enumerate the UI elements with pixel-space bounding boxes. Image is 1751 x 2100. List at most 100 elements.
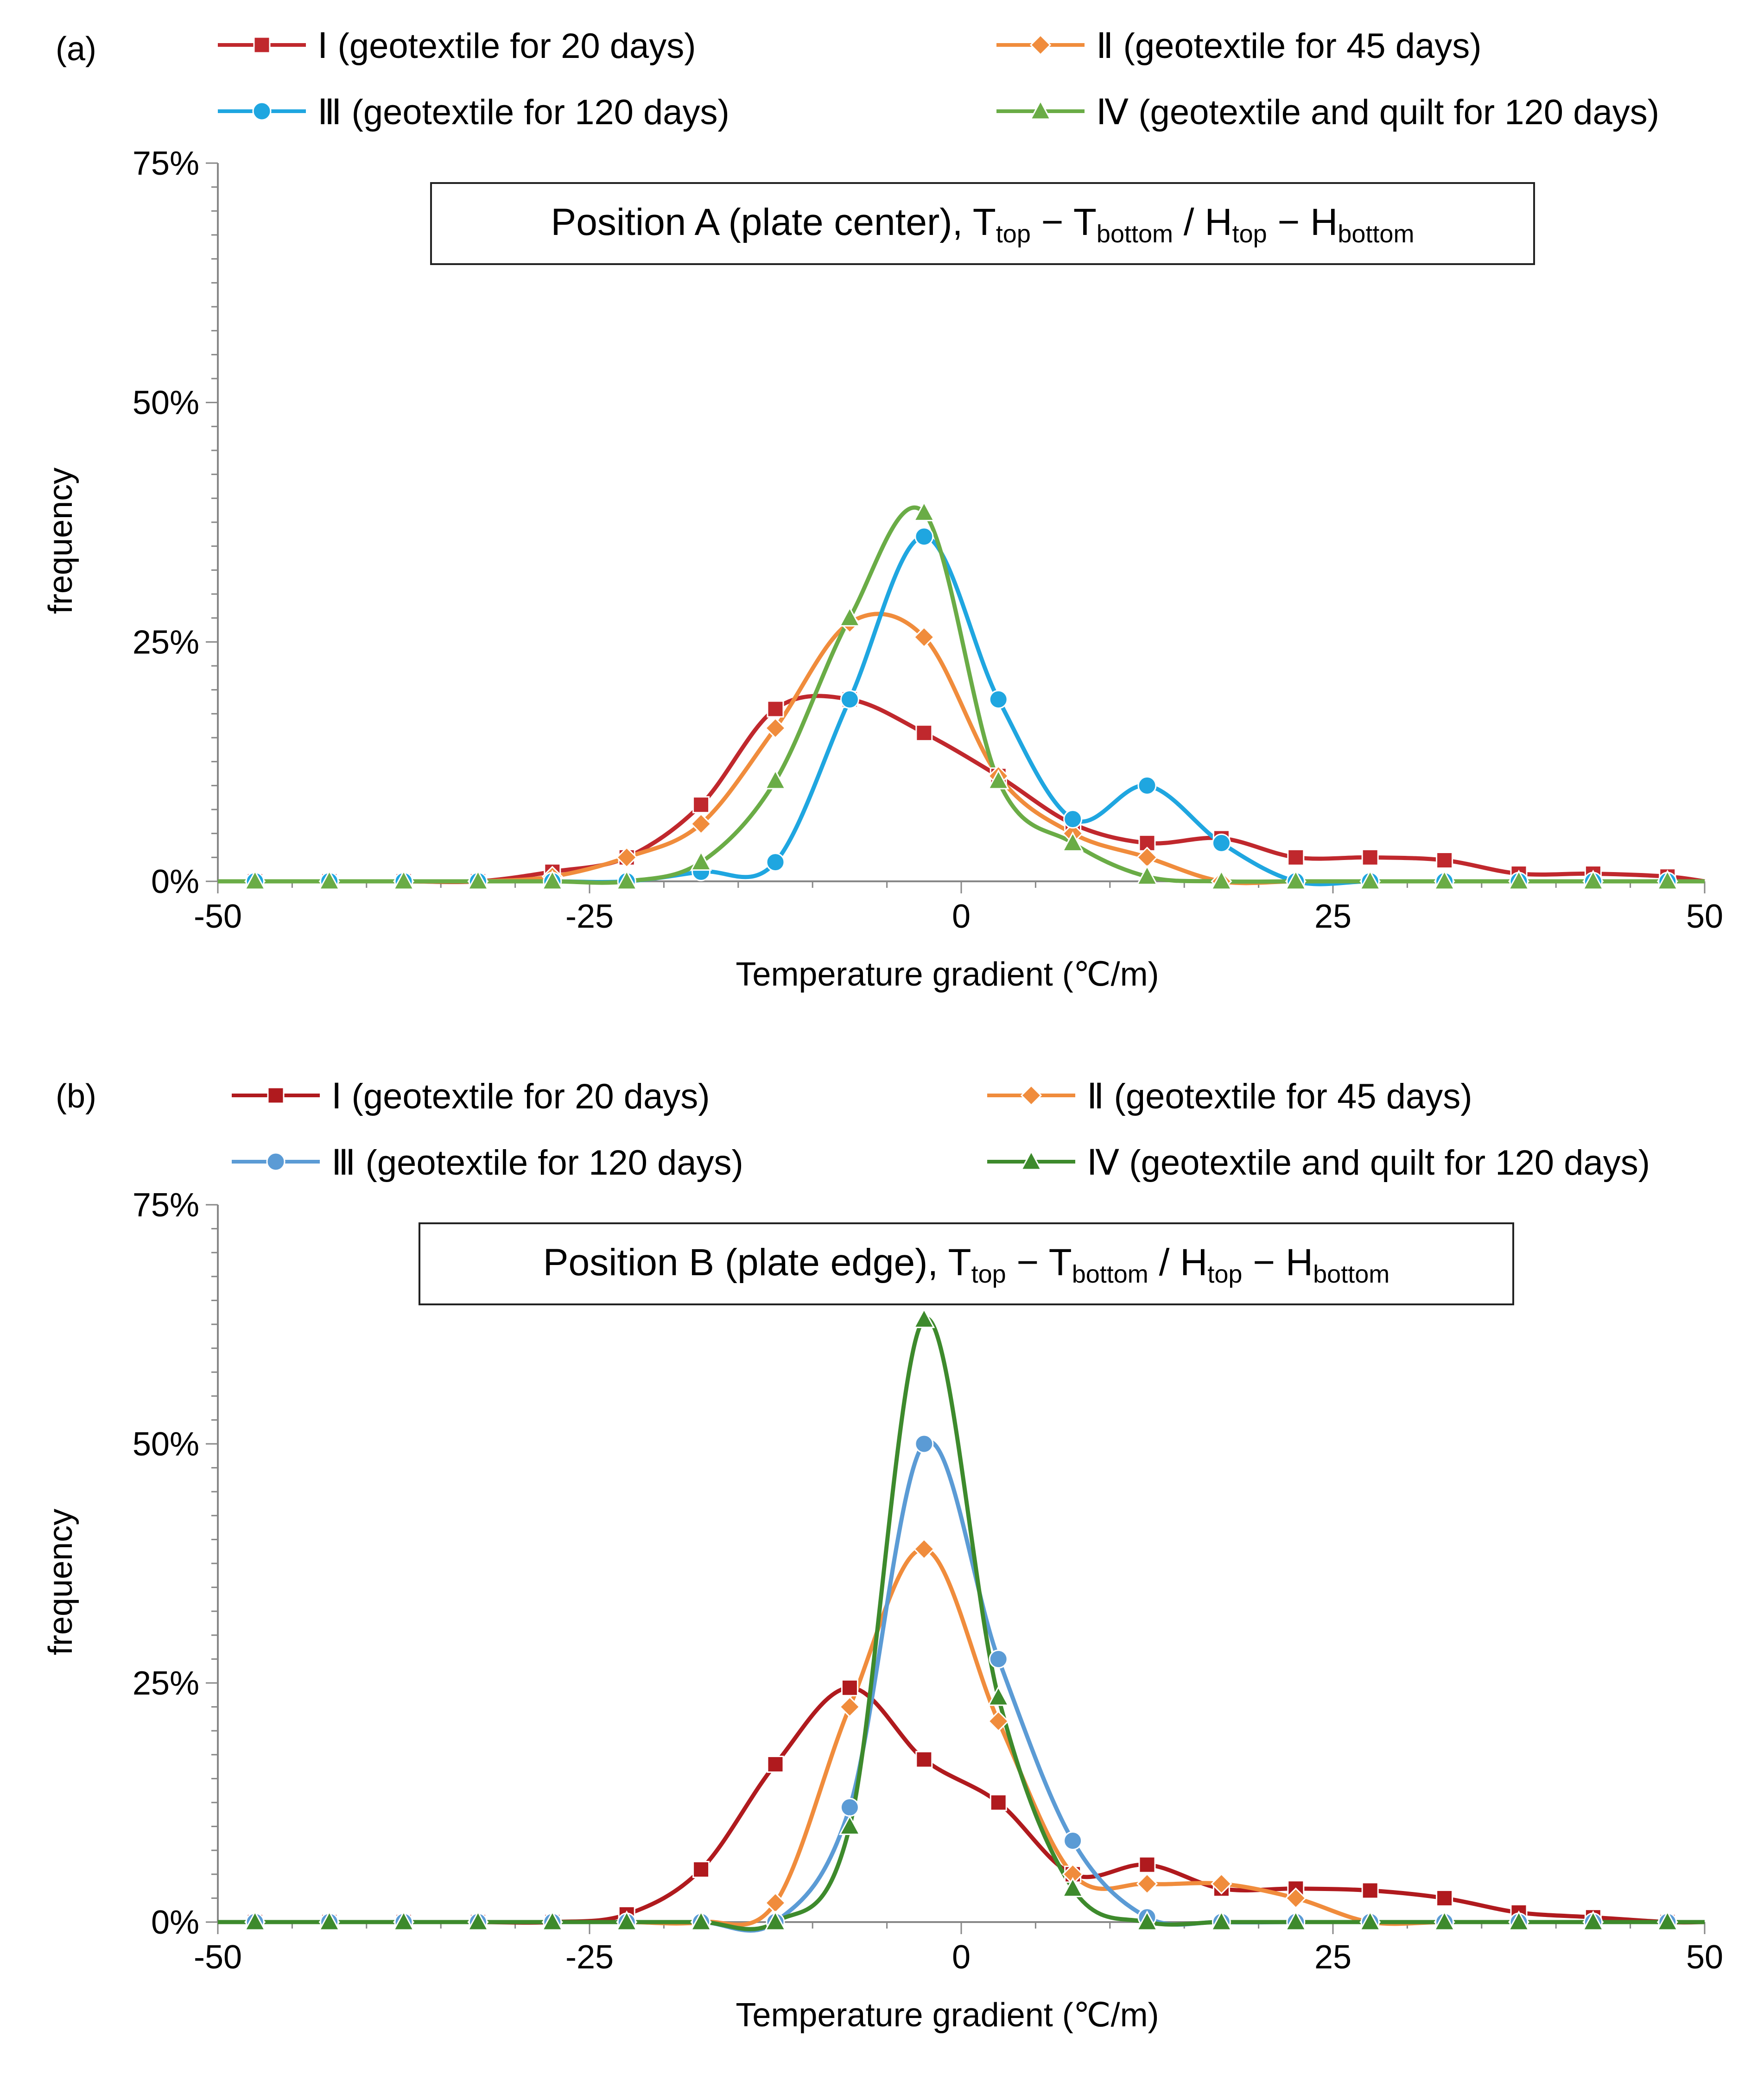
chart-title-part: / H	[1148, 1241, 1208, 1284]
data-point	[1287, 848, 1305, 866]
data-point	[913, 1538, 935, 1560]
chart-panel-a: (a) Ⅰ (geotextile for 20 days) Ⅱ (geotexti…	[42, 26, 1723, 993]
data-point	[1285, 1887, 1307, 1909]
chart-title-part: − T	[1031, 201, 1097, 243]
data-point	[393, 869, 415, 890]
chart-title-part: / H	[1173, 201, 1232, 243]
legend-item: Ⅰ (geotextile for 20 days)	[218, 26, 696, 66]
series-markers	[246, 690, 1676, 890]
legend-label: Ⅲ (geotextile for 120 days)	[331, 1143, 743, 1183]
data-point	[1285, 869, 1307, 890]
legend-item: Ⅱ (geotextile for 45 days)	[996, 26, 1482, 66]
panel-label: (a)	[56, 31, 96, 68]
data-point	[767, 700, 784, 718]
legend-marker	[1020, 1150, 1042, 1170]
data-point	[838, 606, 861, 627]
series-line	[217, 612, 1705, 886]
data-point	[988, 1710, 1009, 1732]
data-point	[838, 1815, 861, 1835]
chart-title-part: − T	[1006, 1241, 1072, 1284]
series-line	[217, 534, 1705, 886]
y-tick-label: 50%	[133, 385, 199, 422]
data-point	[913, 626, 935, 648]
x-axis-title: Temperature gradient (℃/m)	[736, 956, 1159, 993]
y-tick-label: 0%	[151, 863, 199, 900]
chart-title: Position A (plate center), Ttop − Tbotto…	[551, 201, 1415, 248]
data-point	[989, 1649, 1008, 1669]
data-point	[541, 1910, 564, 1931]
data-point	[1656, 1910, 1679, 1931]
legend-marker	[266, 1152, 285, 1171]
title-box	[419, 1222, 1514, 1305]
data-point	[987, 769, 1009, 790]
data-point	[690, 1910, 712, 1931]
data-point	[1656, 869, 1679, 890]
title-box	[430, 182, 1535, 265]
series-markers	[245, 527, 1677, 891]
y-tick-label: 75%	[133, 145, 199, 182]
data-point	[766, 853, 785, 872]
data-point	[990, 1794, 1007, 1811]
data-point	[913, 1308, 935, 1328]
data-point	[244, 869, 266, 890]
y-tick-label: 50%	[133, 1426, 199, 1463]
x-axis-title: Temperature gradient (℃/m)	[736, 1997, 1159, 2034]
data-point	[318, 869, 341, 890]
data-point	[989, 689, 1008, 709]
y-axis-title: frequency	[42, 468, 79, 614]
data-point	[1062, 831, 1084, 852]
data-point	[915, 1751, 933, 1768]
data-point	[541, 869, 564, 890]
legend-marker	[253, 36, 271, 54]
data-point	[615, 869, 638, 890]
chart-title-part: − H	[1242, 1241, 1313, 1284]
legend-label: Ⅰ (geotextile for 20 days)	[317, 26, 696, 66]
data-point	[1210, 869, 1232, 890]
data-point	[913, 501, 935, 521]
data-point	[1361, 848, 1379, 866]
plot-area	[217, 1308, 1705, 1933]
chart-title-part: − H	[1267, 201, 1338, 243]
data-point	[692, 1860, 710, 1878]
chart-title-subscript: top	[1232, 220, 1267, 248]
plot-area	[217, 501, 1705, 892]
y-axis-title: frequency	[42, 1509, 79, 1655]
data-point	[1434, 869, 1456, 890]
data-point	[1136, 1910, 1158, 1931]
chart-title-prefix: Position A (plate center),	[551, 201, 973, 243]
legend-item: Ⅳ (geotextile and quilt for 120 days)	[996, 93, 1659, 132]
x-tick-label: -25	[565, 898, 614, 935]
chart-title-subscript: bottom	[1313, 1260, 1389, 1288]
x-tick-label: 25	[1314, 1939, 1351, 1976]
x-tick-label: 50	[1686, 1939, 1723, 1976]
data-point	[1582, 869, 1604, 890]
chart-panel-b: (b) Ⅰ (geotextile for 20 days) Ⅱ (geotexti…	[42, 1077, 1723, 2034]
data-point	[914, 527, 934, 546]
legend-marker	[267, 1087, 285, 1104]
chart-title-subscript: top	[1207, 1260, 1242, 1288]
data-point	[764, 717, 787, 739]
y-tick-label: 25%	[133, 1665, 199, 1702]
chart-title-subscript: bottom	[1072, 1260, 1148, 1288]
y-tick-label: 0%	[151, 1904, 199, 1941]
data-point	[841, 1679, 858, 1696]
data-point	[764, 1910, 787, 1931]
data-point	[840, 1797, 859, 1817]
legend-item: Ⅲ (geotextile for 120 days)	[218, 93, 730, 132]
chart-title-subscript: bottom	[1097, 220, 1173, 248]
legend-marker	[1029, 34, 1052, 56]
data-point	[1359, 1910, 1381, 1931]
y-tick-label: 75%	[133, 1187, 199, 1224]
legend-label: Ⅰ (geotextile for 20 days)	[331, 1077, 710, 1116]
data-point	[616, 847, 638, 868]
legend-label: Ⅳ (geotextile and quilt for 120 days)	[1087, 1143, 1650, 1183]
data-point	[767, 1755, 784, 1773]
series-markers	[244, 501, 1679, 890]
data-point	[1582, 1910, 1604, 1931]
chart-title: Position B (plate edge), Ttop − Tbottom …	[543, 1241, 1389, 1288]
chart-title-part: T	[973, 201, 996, 243]
series-markers	[244, 1308, 1679, 1931]
legend-item: Ⅳ (geotextile and quilt for 120 days)	[987, 1143, 1650, 1183]
data-point	[467, 1910, 489, 1931]
chart-title-subscript: bottom	[1338, 220, 1414, 248]
